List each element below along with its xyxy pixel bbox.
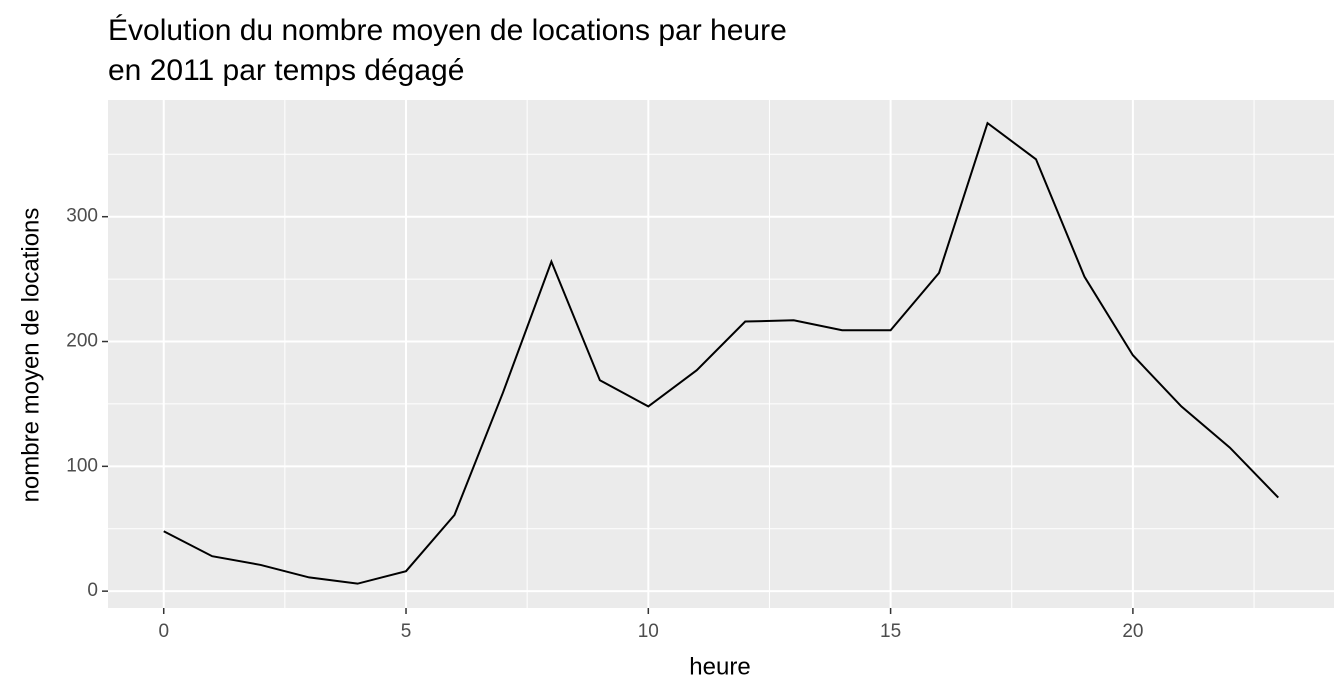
line — [163, 121, 1279, 585]
y-tick-label: 300 — [66, 206, 98, 227]
x-tick-label: 0 — [158, 621, 169, 642]
y-axis-label: nombre moyen de locations — [17, 208, 44, 503]
x-tick-label: 20 — [1122, 621, 1143, 642]
x-tick-label: 15 — [880, 621, 901, 642]
y-tick-label: 200 — [66, 331, 98, 352]
x-tick-label: 5 — [401, 621, 412, 642]
chart-title: Évolution du nombre moyen de locations p… — [108, 14, 787, 47]
y-tick-label: 100 — [66, 455, 98, 476]
panel — [108, 100, 1334, 608]
x-axis-label: heure — [689, 653, 750, 680]
chart-title: en 2011 par temps dégagé — [108, 54, 464, 87]
x-tick-label: 10 — [638, 621, 659, 642]
y-tick-label: 0 — [87, 580, 98, 601]
